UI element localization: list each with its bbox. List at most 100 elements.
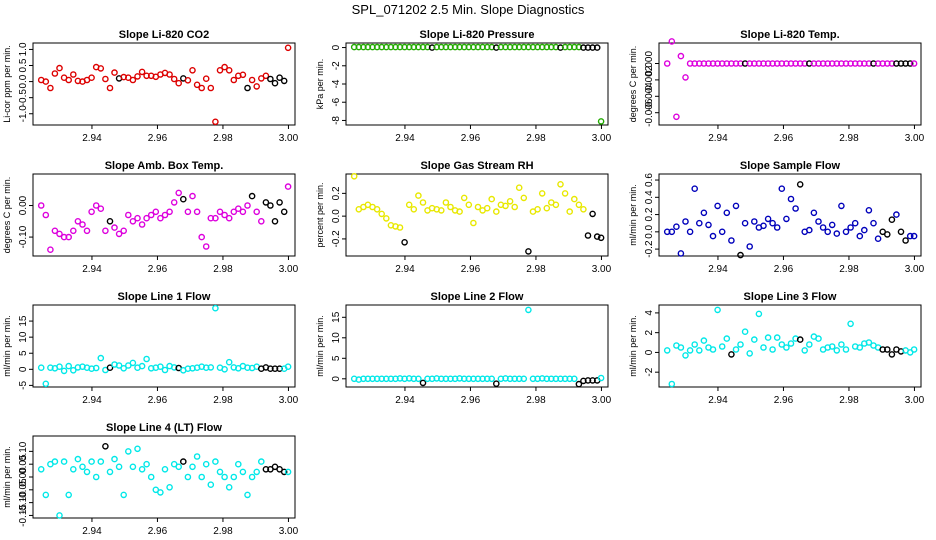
data-point <box>276 74 283 81</box>
data-point <box>111 69 118 76</box>
data-point <box>138 221 146 228</box>
data-point <box>157 363 164 371</box>
data-point <box>106 468 114 476</box>
data-point <box>70 465 77 473</box>
data-point <box>815 335 822 342</box>
data-point <box>838 341 845 348</box>
data-point <box>284 44 292 52</box>
y-tick-label: 0.2 <box>644 207 655 221</box>
data-point <box>861 226 868 234</box>
data-point <box>506 197 514 205</box>
data-point <box>525 248 532 255</box>
y-tick-label: -0.10 <box>18 225 29 248</box>
data-point <box>492 380 500 388</box>
data-point <box>842 346 850 353</box>
data-point <box>906 60 914 67</box>
data-point <box>70 227 77 235</box>
data-point <box>157 489 164 496</box>
data-point <box>179 195 187 203</box>
data-point <box>207 84 215 92</box>
data-point <box>520 375 528 383</box>
data-point <box>673 223 680 230</box>
data-point <box>723 335 731 342</box>
data-point <box>125 211 132 219</box>
data-point <box>225 483 233 491</box>
data-point <box>893 211 900 218</box>
data-point <box>838 202 845 210</box>
plot-frame <box>32 435 296 519</box>
data-point <box>129 359 137 367</box>
data-point <box>773 224 781 231</box>
data-point <box>42 78 50 85</box>
data-point <box>888 216 896 223</box>
data-point <box>170 75 178 83</box>
y-tick-label: -0.006 <box>644 98 655 127</box>
data-point <box>143 460 150 468</box>
data-point <box>415 192 422 199</box>
data-point <box>253 208 261 216</box>
panel-2: Slope Li-820 Pressure 2.94 2.96 2.98 3.00 -8 -… <box>315 29 612 144</box>
panel-title: Slope Gas Stream RH <box>420 160 533 172</box>
y-tick-label: 0.2 <box>331 186 342 200</box>
data-point <box>382 215 390 222</box>
y-tick-label: 5 <box>18 350 29 356</box>
data-point <box>134 73 141 80</box>
data-point <box>483 375 491 383</box>
y-tick-label: -1.0 <box>18 105 29 123</box>
data-point <box>806 341 813 348</box>
plot-frame <box>345 42 609 126</box>
data-point <box>373 205 381 213</box>
data-point <box>207 364 215 371</box>
data-point <box>488 375 496 383</box>
data-point <box>760 222 767 230</box>
data-point <box>682 218 689 225</box>
x-tick-label: 3.00 <box>279 395 299 406</box>
data-point <box>584 232 592 239</box>
data-point <box>773 334 781 341</box>
data-point <box>129 76 137 84</box>
y-axis-label: degrees C per min. <box>2 177 12 254</box>
data-point <box>239 208 247 216</box>
data-point <box>718 343 726 350</box>
panel-title: Slope Line 2 Flow <box>431 291 524 303</box>
data-point <box>138 362 146 370</box>
data-point <box>51 227 59 235</box>
y-tick-label: -0.002 <box>644 65 655 94</box>
data-point <box>83 227 91 235</box>
data-point <box>221 211 228 219</box>
data-point <box>276 199 283 206</box>
data-point <box>37 465 45 473</box>
data-point <box>910 60 918 67</box>
y-axis-label: ml/min per min. <box>2 446 12 508</box>
data-point <box>175 189 182 197</box>
y-tick-label: -0.5 <box>18 89 29 107</box>
panel-10: Slope Line 4 (LT) Flow 2.94 2.96 2.98 3.00 -0… <box>2 422 299 537</box>
data-point <box>120 227 127 235</box>
panel-5: Slope Gas Stream RH 2.94 2.96 2.98 3.00 -0.2 0… <box>315 160 612 275</box>
data-point <box>262 199 270 206</box>
y-tick-label: 0.05 <box>18 454 29 474</box>
data-point <box>92 202 100 209</box>
data-point <box>106 364 114 372</box>
data-point <box>184 473 192 481</box>
data-point <box>257 217 265 225</box>
y-tick-label: 0 <box>644 349 655 355</box>
data-point <box>419 43 427 51</box>
data-point <box>700 209 708 217</box>
x-tick-label: 2.94 <box>395 133 415 144</box>
data-point <box>212 214 219 222</box>
data-point <box>897 228 905 236</box>
data-point <box>51 70 59 77</box>
data-point <box>543 43 551 51</box>
data-point <box>511 375 519 383</box>
data-point <box>824 228 832 236</box>
data-point <box>597 374 605 382</box>
data-point <box>847 224 854 231</box>
data-point <box>792 205 799 212</box>
data-point <box>88 458 95 465</box>
y-tick-label: -2 <box>644 367 655 376</box>
data-point <box>696 347 703 354</box>
data-point <box>193 81 201 89</box>
data-point <box>202 75 210 82</box>
y-axis-label: ml/min per min. <box>628 184 638 246</box>
